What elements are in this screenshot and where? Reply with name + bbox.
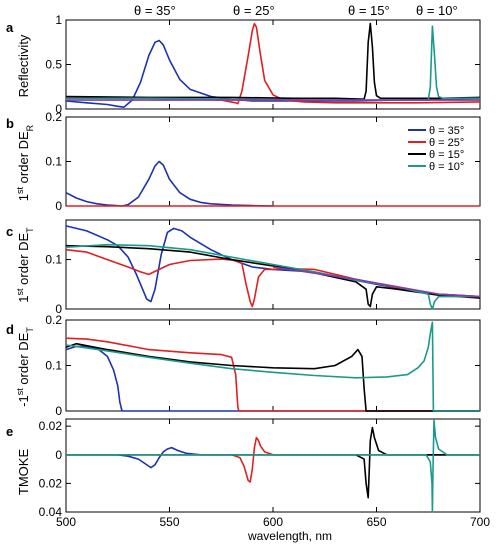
y-tick-label: 0.1 bbox=[45, 359, 62, 373]
y-tick-label: 0.5 bbox=[45, 58, 62, 72]
panel-b: b 1st order DER 0 0.1 0.2 θ = 35° θ = 25° … bbox=[6, 110, 481, 213]
y-tick-label: 0.2 bbox=[45, 110, 62, 124]
legend-label-10: θ = 10° bbox=[429, 161, 464, 173]
series-line-a-theta35 bbox=[65, 39, 481, 108]
ticks-a: 00.51 bbox=[45, 13, 481, 116]
theta-label-10: θ = 10° bbox=[416, 3, 458, 18]
legend-label-35: θ = 35° bbox=[429, 125, 464, 137]
legend-label-25: θ = 25° bbox=[429, 137, 464, 149]
panel-letter-c: c bbox=[6, 224, 13, 239]
series-line-e-theta25 bbox=[66, 436, 480, 483]
x-tick-label: 650 bbox=[366, 515, 386, 529]
y-tick-label: 0 bbox=[55, 199, 62, 213]
series-a bbox=[65, 22, 481, 108]
series-line-d-theta35 bbox=[65, 345, 480, 412]
y-tick-label: 1 bbox=[55, 13, 62, 27]
x-tick-label: 550 bbox=[159, 515, 179, 529]
ticks-c: 00.1 bbox=[45, 220, 481, 316]
y-tick-label: 0.02 bbox=[39, 419, 63, 433]
y-tick-label: 0 bbox=[55, 302, 62, 316]
series-line-e-theta10 bbox=[66, 419, 480, 513]
ylabel-minus-de-t: -1st order DET bbox=[15, 327, 35, 407]
series-e bbox=[66, 419, 480, 513]
ylabel-tmoke: TMOKE bbox=[16, 449, 31, 496]
series-line-e-theta35 bbox=[66, 446, 480, 469]
series-line-b-theta35 bbox=[65, 160, 274, 207]
series-line-c-theta10 bbox=[65, 243, 480, 310]
x-tick-label: 700 bbox=[470, 515, 490, 529]
series-b bbox=[65, 160, 480, 207]
series-line-d-theta25 bbox=[65, 337, 480, 412]
series-line-a-theta10 bbox=[66, 25, 480, 101]
panel-letter-d: d bbox=[6, 322, 14, 337]
legend: θ = 35° θ = 25° θ = 15° θ = 10° bbox=[408, 125, 464, 173]
panel-e: e TMOKE 0.02 0 0.02 0.04 bbox=[6, 418, 481, 519]
theta-label-25: θ = 25° bbox=[233, 3, 275, 18]
series-line-a-theta15 bbox=[65, 22, 481, 100]
y-tick-label: 0.1 bbox=[45, 253, 62, 267]
ticks-e: 0.02 0 0.02 0.04 bbox=[39, 419, 481, 519]
y-tick-label: 0 bbox=[55, 102, 62, 116]
panel-a: a Reflectivity 00.51 bbox=[6, 13, 481, 116]
y-tick-label: 0.2 bbox=[45, 313, 62, 327]
ticks-d: 0 0.1 0.2 bbox=[45, 313, 481, 418]
panel-d: d -1st order DET 0 0.1 0.2 bbox=[6, 313, 481, 418]
series-line-c-theta25 bbox=[65, 248, 481, 308]
x-tick-label: 600 bbox=[263, 515, 283, 529]
y-tick-label: 0.1 bbox=[45, 155, 62, 169]
series-line-a-theta25 bbox=[65, 22, 481, 105]
series-line-c-theta15 bbox=[65, 244, 481, 308]
panel-letter-e: e bbox=[6, 424, 13, 439]
panel-letter-a: a bbox=[6, 20, 14, 35]
ylabel-de-t: 1st order DET bbox=[15, 227, 35, 303]
x-axis-label: wavelength, nm bbox=[247, 529, 332, 543]
theta-label-15: θ = 15° bbox=[348, 3, 390, 18]
series-d bbox=[65, 321, 480, 412]
series-c bbox=[65, 225, 481, 310]
series-line-e-theta15 bbox=[66, 426, 480, 499]
panel-letter-b: b bbox=[6, 116, 14, 131]
theta-label-35: θ = 35° bbox=[134, 3, 176, 18]
y-tick-label: 0 bbox=[55, 448, 62, 462]
y-tick-label: 0 bbox=[55, 404, 62, 418]
ylabel-reflectivity: Reflectivity bbox=[16, 34, 31, 97]
ylabel-de-r: 1st order DER bbox=[15, 124, 35, 201]
ticks-b: 0 0.1 0.2 bbox=[45, 110, 481, 213]
axes-e bbox=[65, 418, 481, 513]
series-line-d-theta10 bbox=[65, 321, 480, 412]
y-tick-label: 0.04 bbox=[39, 505, 63, 519]
panel-c: c 1st order DET 00.1 bbox=[6, 219, 481, 316]
x-tick-label: 500 bbox=[56, 515, 76, 529]
y-tick-label: 0.02 bbox=[39, 476, 63, 490]
x-tick-labels: 500 550 600 650 700 bbox=[56, 515, 490, 529]
axes-d bbox=[65, 319, 481, 412]
series-line-c-purple bbox=[272, 266, 481, 298]
legend-label-15: θ = 15° bbox=[429, 149, 464, 161]
